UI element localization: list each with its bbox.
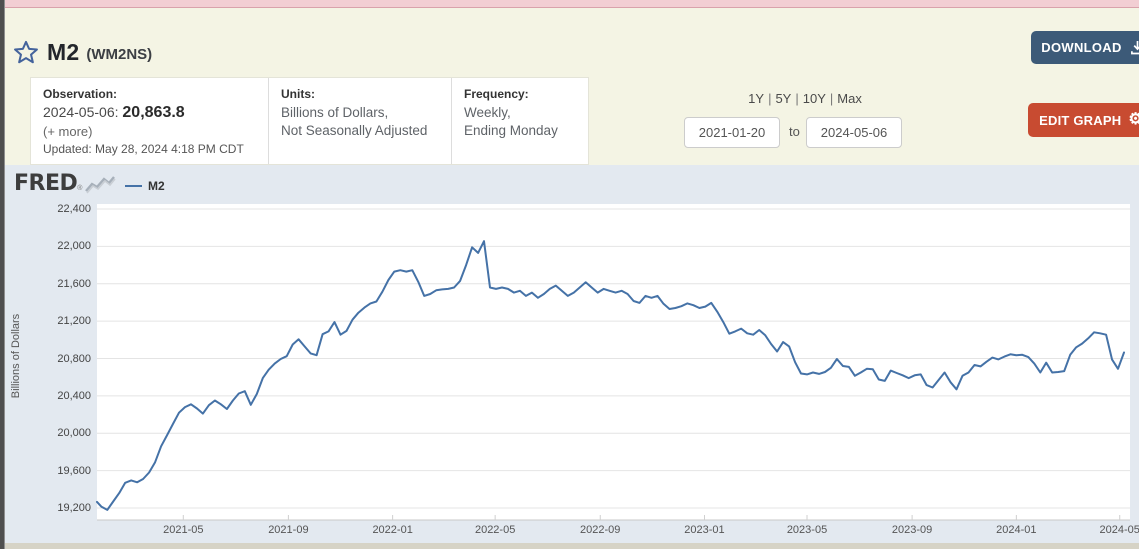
- series-meta-panel: Observation: 2024-05-06: 20,863.8 (+ mor…: [30, 77, 589, 165]
- observation-column: Observation: 2024-05-06: 20,863.8 (+ mor…: [31, 78, 268, 164]
- y-tick-label: 19,600: [57, 464, 91, 477]
- x-tick-label: 2023-05: [786, 524, 828, 536]
- y-tick-label: 22,400: [57, 203, 91, 215]
- range-presets: 1Y | 5Y | 10Y | Max: [660, 91, 950, 106]
- m2-line-chart: [96, 204, 1130, 521]
- window-left-edge-highlight: [4, 0, 5, 549]
- observation-date: 2024-05-06:: [43, 104, 119, 120]
- frequency-value-line2: Ending Monday: [464, 123, 558, 139]
- page-title: M2: [47, 38, 80, 65]
- x-tick-label: 2022-05: [474, 524, 516, 536]
- units-column: Units: Billions of Dollars, Not Seasonal…: [268, 78, 451, 164]
- y-tick-label: 19,200: [57, 502, 91, 514]
- download-button[interactable]: DOWNLOAD: [1031, 31, 1139, 64]
- y-tick-label: 22,000: [57, 240, 91, 253]
- more-observations-link[interactable]: (+ more): [43, 124, 93, 139]
- range-10y-link[interactable]: 10Y: [802, 91, 826, 106]
- preset-separator: |: [829, 91, 834, 106]
- bottom-divider: [0, 543, 1139, 549]
- start-date-input[interactable]: [684, 117, 780, 148]
- preset-separator: |: [768, 91, 772, 106]
- chart-legend[interactable]: M2: [125, 179, 165, 193]
- units-label: Units:: [281, 87, 315, 101]
- edit-graph-button[interactable]: EDIT GRAPH ⚙: [1028, 103, 1139, 137]
- x-tick-label: 2022-09: [580, 524, 621, 536]
- y-tick-label: 21,200: [57, 315, 91, 328]
- x-tick-label: 2024-05: [1099, 524, 1139, 536]
- y-tick-label: 20,800: [57, 352, 91, 365]
- y-tick-label: 20,400: [57, 389, 91, 402]
- y-tick-label: 20,000: [57, 427, 91, 440]
- y-axis-title: Billions of Dollars: [10, 313, 22, 399]
- download-label: DOWNLOAD: [1041, 40, 1122, 55]
- frequency-column: Frequency: Weekly, Ending Monday: [451, 78, 588, 164]
- registered-mark: ®: [77, 185, 83, 192]
- download-icon: [1130, 40, 1139, 55]
- observation-line: 2024-05-06: 20,863.8: [43, 104, 256, 122]
- fred-logo-text: FRED: [14, 171, 78, 196]
- units-value-line2: Not Seasonally Adjusted: [281, 123, 428, 139]
- favorite-star-icon[interactable]: [14, 40, 38, 64]
- range-1y-link[interactable]: 1Y: [748, 91, 765, 106]
- observation-label: Observation:: [43, 87, 118, 101]
- top-accent-bar: [0, 0, 1139, 8]
- date-range-to-label: to: [789, 124, 800, 139]
- units-value-line1: Billions of Dollars,: [281, 105, 389, 120]
- x-tick-label: 2021-05: [163, 524, 204, 536]
- frequency-value-line1: Weekly,: [464, 105, 511, 120]
- series-header: M2 (WM2NS) DOWNLOAD Observation: 2024-05…: [5, 8, 1139, 165]
- fred-sparkline-icon: [85, 176, 117, 194]
- frequency-label: Frequency:: [464, 87, 529, 101]
- range-5y-link[interactable]: 5Y: [775, 91, 792, 106]
- m2-series-line: [96, 240, 1125, 511]
- range-max-link[interactable]: Max: [837, 91, 862, 106]
- legend-series-label: M2: [148, 179, 165, 193]
- x-tick-label: 2021-09: [268, 524, 309, 536]
- observation-value: 20,863.8: [122, 104, 185, 121]
- title-row: M2 (WM2NS): [14, 34, 152, 70]
- plot-background[interactable]: [97, 204, 1130, 520]
- chart-area[interactable]: FRED ® M2 Billions of Dollars 22,400 22,0…: [5, 165, 1139, 543]
- x-tick-label: 2022-01: [372, 524, 413, 536]
- legend-line-swatch: [125, 185, 142, 187]
- x-tick-label: 2024-01: [996, 524, 1037, 536]
- updated-timestamp: Updated: May 28, 2024 4:18 PM CDT: [43, 142, 244, 156]
- preset-separator: |: [795, 91, 799, 106]
- window-left-edge: [0, 0, 4, 549]
- x-tick-label: 2023-01: [684, 524, 725, 536]
- gear-icon: ⚙: [1128, 111, 1139, 128]
- edit-graph-label: EDIT GRAPH: [1039, 112, 1122, 128]
- series-id: (WM2NS): [86, 45, 153, 63]
- y-tick-label: 21,600: [57, 277, 91, 290]
- x-tick-label: 2023-09: [891, 524, 933, 536]
- fred-logo[interactable]: FRED ®: [14, 171, 117, 196]
- end-date-input[interactable]: [806, 117, 902, 148]
